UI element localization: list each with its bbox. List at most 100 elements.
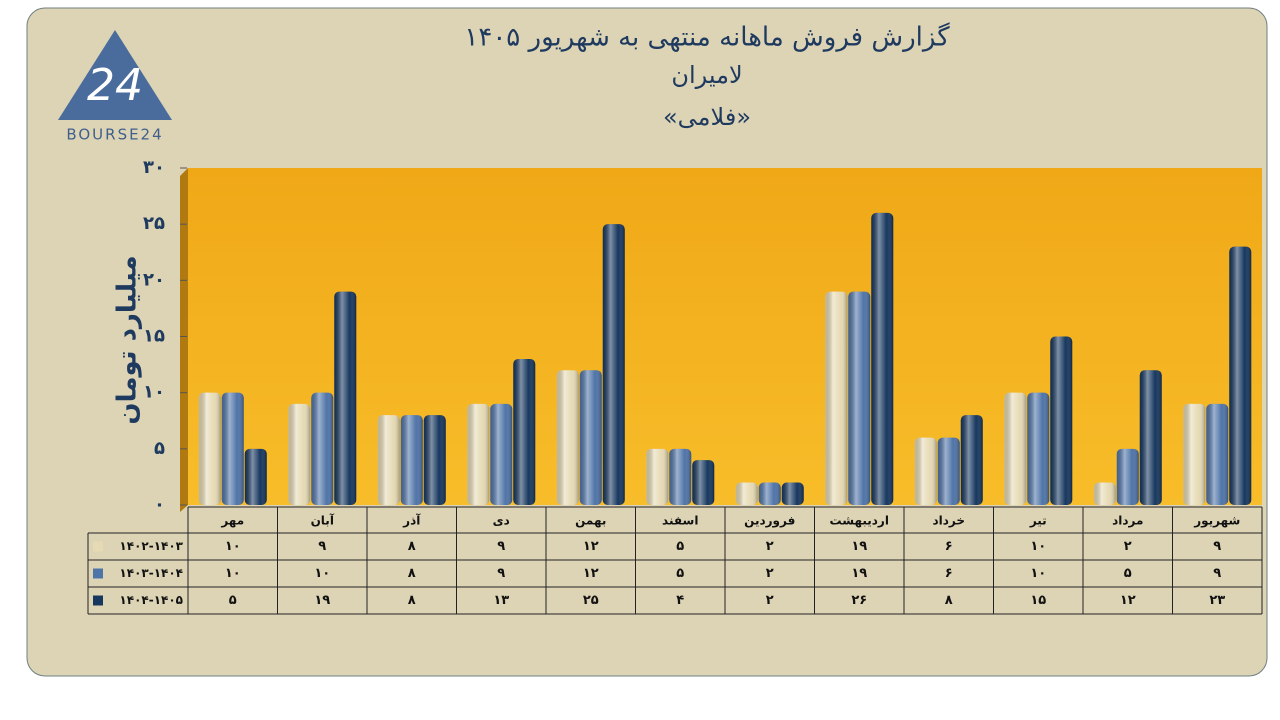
bar: [423, 415, 446, 505]
bar: [914, 437, 937, 505]
bar: [288, 403, 311, 505]
bar: [781, 482, 804, 505]
plot-area: [188, 168, 1262, 505]
plot-wall: [180, 168, 188, 512]
bar: [221, 392, 244, 505]
data-label: ۶: [945, 566, 953, 581]
data-label: ۲: [1124, 539, 1132, 554]
x-tick-label: بهمن: [575, 514, 606, 528]
legend-swatch: [93, 595, 103, 606]
data-label: ۸: [945, 593, 953, 608]
y-tick-label: ۲۵: [143, 213, 165, 234]
bar: [311, 392, 334, 505]
chart-subtitle: «فلامی»: [663, 103, 751, 131]
data-label: ۱۰: [225, 566, 241, 581]
bar: [1116, 448, 1139, 505]
data-label: ۱۰: [225, 539, 241, 554]
bar: [490, 403, 513, 505]
legend-swatch: [93, 568, 103, 579]
x-tick-label: آذر: [402, 513, 421, 528]
bar: [960, 415, 983, 505]
bar: [1183, 403, 1206, 505]
data-label: ۹: [1213, 566, 1221, 581]
data-label: ۱۹: [851, 539, 867, 554]
bar: [467, 403, 490, 505]
data-label: ۸: [408, 593, 416, 608]
data-label: ۸: [408, 539, 416, 554]
bar: [692, 460, 715, 505]
legend-label: ۱۴۰۲-۱۴۰۳: [119, 539, 183, 553]
bar: [579, 370, 602, 505]
bar: [1027, 392, 1050, 505]
x-tick-label: اردیبهشت: [830, 514, 889, 528]
data-label: ۲: [766, 566, 774, 581]
bar: [334, 291, 357, 505]
bar: [556, 370, 579, 505]
data-label: ۵: [229, 593, 237, 608]
data-label: ۱۲: [583, 566, 599, 581]
data-label: ۱۰: [1030, 566, 1046, 581]
bar: [244, 448, 267, 505]
data-label: ۵: [676, 566, 684, 581]
bar: [1093, 482, 1116, 505]
bar: [848, 291, 871, 505]
x-tick-label: فروردین: [744, 514, 795, 529]
data-label: ۵: [676, 539, 684, 554]
data-label: ۱۹: [851, 566, 867, 581]
y-tick-label: ۲۰: [143, 269, 165, 290]
bar: [871, 212, 894, 505]
bar: [1050, 336, 1073, 505]
y-tick-label: ۳۰: [143, 157, 165, 178]
data-label: ۱۵: [1030, 593, 1046, 608]
legend-label: ۱۴۰۴-۱۴۰۵: [119, 593, 183, 607]
bar: [758, 482, 781, 505]
chart-title: گزارش فروش ماهانه منتهی به شهریور ۱۴۰۵: [464, 22, 950, 53]
bar: [646, 448, 669, 505]
bar: [1139, 370, 1162, 505]
x-tick-label: تیر: [1029, 514, 1047, 528]
data-label: ۱۹: [314, 593, 330, 608]
x-tick-label: مهر: [220, 514, 244, 528]
y-tick-label: ۰: [154, 494, 165, 515]
data-label: ۹: [1213, 539, 1221, 554]
data-label: ۲: [766, 593, 774, 608]
data-label: ۱۲: [583, 539, 599, 554]
bar: [198, 392, 221, 505]
data-label: ۲: [766, 539, 774, 554]
bar: [1206, 403, 1229, 505]
x-tick-label: خرداد: [932, 514, 965, 528]
x-tick-label: شهریور: [1193, 514, 1240, 529]
x-tick-label: آبان: [311, 513, 335, 528]
data-label: ۹: [497, 566, 505, 581]
bar: [1004, 392, 1027, 505]
data-label: ۶: [945, 539, 953, 554]
data-label: ۱۳: [493, 593, 509, 608]
y-tick-label: ۵: [154, 438, 165, 459]
data-label: ۱۰: [1030, 539, 1046, 554]
bar: [735, 482, 758, 505]
data-label: ۲۳: [1209, 593, 1225, 608]
logo-triangle: [58, 30, 172, 120]
bar: [602, 224, 625, 505]
legend-swatch: [93, 541, 103, 552]
data-label: ۹: [318, 539, 326, 554]
data-label: ۲۵: [583, 593, 599, 608]
bar: [1229, 246, 1252, 505]
data-label: ۴: [676, 593, 684, 608]
data-label: ۹: [497, 539, 505, 554]
data-label: ۵: [1124, 566, 1132, 581]
data-label: ۲۶: [851, 593, 867, 608]
bar: [513, 358, 536, 505]
legend-label: ۱۴۰۳-۱۴۰۴: [119, 566, 183, 580]
x-tick-label: دی: [493, 514, 510, 528]
data-label: ۱۲: [1120, 593, 1136, 608]
logo-mark: 24: [87, 60, 143, 111]
y-tick-label: ۱۵: [143, 326, 165, 347]
logo-text: BOURSE24: [66, 126, 163, 144]
x-tick-label: اسفند: [662, 514, 698, 528]
bar: [825, 291, 848, 505]
data-label: ۸: [408, 566, 416, 581]
bar: [400, 415, 423, 505]
y-axis-label: میلیارد تومان: [113, 255, 143, 424]
